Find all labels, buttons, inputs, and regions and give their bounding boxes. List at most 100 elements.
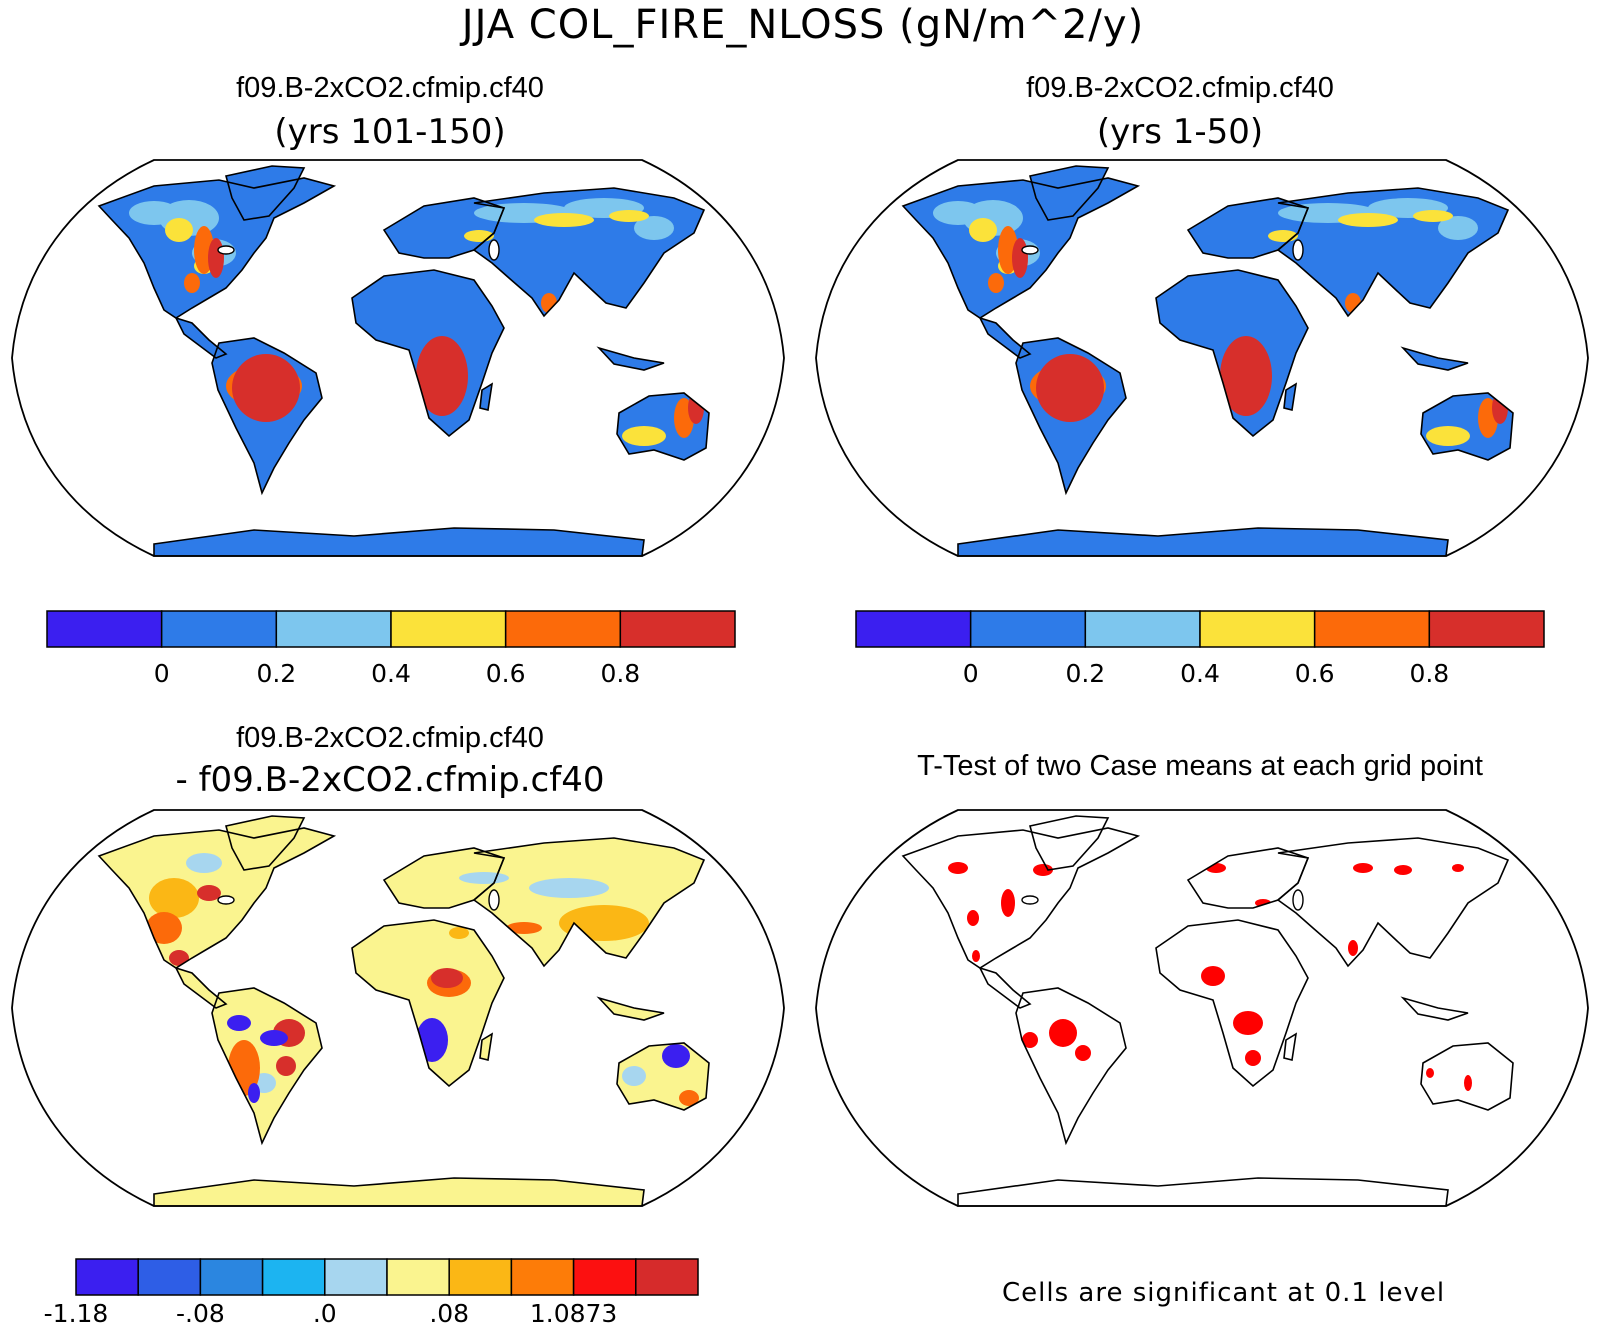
caspian-sea — [1292, 239, 1304, 261]
land-europe — [384, 848, 504, 908]
colorbar-box-0 — [46, 610, 163, 648]
coast-outline-greenland — [225, 815, 306, 871]
colorbar-label-1: 0.2 — [1065, 659, 1105, 688]
colorbar-label-0: -1.18 — [44, 1299, 109, 1327]
land-centralAmerica — [980, 318, 1030, 358]
map-frame — [11, 159, 785, 557]
coast-outline-asia — [1276, 187, 1510, 318]
colorbar-difference: -1.18 -.08 .0 .08 1.0873 — [44, 1258, 699, 1327]
colorbar-box-0 — [75, 1258, 139, 1296]
colorbar-label-3: 0.6 — [1295, 659, 1335, 688]
colorbar-box-0 — [855, 610, 972, 648]
coast-outline-greenland — [1029, 165, 1110, 221]
coast-outline-madagascar — [1283, 1032, 1298, 1061]
signif-cell-1 — [967, 910, 979, 926]
signif-cell-5 — [1049, 1019, 1077, 1047]
diff-gold-0 — [149, 878, 199, 918]
land-centralAmerica — [980, 968, 1030, 1008]
land-antarctica — [154, 528, 644, 556]
coast-outline-southAmerica — [211, 337, 323, 496]
land-indonesia — [599, 348, 664, 370]
colorbar-box-2 — [199, 1258, 264, 1296]
land-antarctica — [958, 1178, 1448, 1206]
great-lakes — [217, 895, 235, 905]
colorbar-label-2: 0.4 — [1180, 659, 1220, 688]
land-europe — [1188, 848, 1308, 908]
map-frame — [815, 809, 1589, 1207]
signif-cell-8 — [1201, 966, 1225, 986]
land-centralAmerica — [176, 968, 226, 1008]
colorbar-box-1 — [969, 610, 1087, 648]
panel-title-top-left: f09.B-2xCO2.cfmip.cf40 — [236, 72, 544, 104]
diff-blue-4 — [248, 1083, 260, 1103]
coast-outline-northAmerica — [901, 177, 1141, 319]
land-greenland — [226, 816, 304, 870]
panel-title-bottom-right: T-Test of two Case means at each grid po… — [917, 750, 1483, 782]
colorbar-label-4: 1.0873 — [530, 1299, 617, 1327]
signif-cell-14 — [1394, 865, 1412, 875]
colorbar-box-7 — [510, 1258, 575, 1296]
map-bottom-left — [11, 809, 785, 1207]
colorbar-box-3 — [261, 1258, 326, 1296]
land-indonesia — [599, 998, 664, 1020]
great-lakes — [1021, 895, 1039, 905]
field-red-2 — [1012, 238, 1028, 278]
diff-orange-0 — [146, 912, 182, 944]
map-top-left — [11, 159, 785, 557]
panel-subtitle-top-left: (yrs 101-150) — [274, 112, 506, 152]
signif-cell-9 — [1233, 1011, 1263, 1035]
field-yellow-5 — [622, 426, 666, 446]
field-orange-1 — [988, 273, 1004, 293]
significance-footnote: Cells are significant at 0.1 level — [1002, 1278, 1446, 1308]
signif-cell-2 — [1001, 889, 1015, 917]
coast-outline-centralAmerica — [174, 316, 228, 359]
colorbar-label-1: 0.2 — [256, 659, 296, 688]
colorbar-box-1 — [137, 1258, 202, 1296]
field-yellow-5 — [1426, 426, 1470, 446]
coast-outline-asia — [472, 837, 706, 968]
land-layer — [903, 816, 1513, 1206]
colorbar-box-2 — [275, 610, 392, 648]
diff-light-blue-4 — [622, 1066, 646, 1086]
map-frame — [815, 159, 1589, 557]
coast-outline-australia — [1420, 392, 1514, 461]
land-greenland — [226, 166, 304, 220]
colorbar-box-4 — [324, 1258, 388, 1296]
field-layer — [129, 198, 704, 446]
field-red-2 — [208, 238, 224, 278]
field-mid-4 — [1438, 216, 1478, 240]
map-bottom-right — [815, 809, 1589, 1207]
coast-outline-indonesia — [596, 346, 665, 371]
field-red-0 — [232, 354, 300, 422]
land-indonesia — [1403, 998, 1468, 1020]
field-mid-5 — [129, 201, 179, 225]
colorbar-box-4 — [1313, 610, 1431, 648]
coast-outline-centralAmerica — [978, 966, 1032, 1009]
colorbar-box-4 — [504, 610, 622, 648]
field-orange-1 — [184, 273, 200, 293]
coast-outline-africa — [1155, 269, 1309, 438]
panel-title-bottom-left: f09.B-2xCO2.cfmip.cf40 — [236, 722, 544, 754]
coast-outline-southAmerica — [1015, 337, 1127, 496]
coast-outline-greenland — [225, 165, 306, 221]
coast-outline-indonesia — [596, 996, 665, 1021]
coast-outline-madagascar — [1283, 382, 1298, 411]
coast-outline-northAmerica — [97, 177, 337, 319]
signif-cell-16 — [1348, 940, 1358, 956]
coast-outline-asia — [472, 187, 706, 318]
coast-outline-asia — [1276, 837, 1510, 968]
land-antarctica — [154, 1178, 644, 1206]
land-asia — [474, 838, 704, 966]
diff-red-3 — [169, 950, 189, 966]
colorbar-box-5 — [386, 1258, 450, 1296]
land-centralAmerica — [176, 318, 226, 358]
coast-outline-africa — [1155, 919, 1309, 1088]
panel-title-top-right: f09.B-2xCO2.cfmip.cf40 — [1026, 72, 1334, 104]
field-red-1 — [416, 336, 468, 416]
colorbar-box-3 — [1199, 610, 1316, 648]
coast-outline-africa — [351, 269, 505, 438]
colorbar-label-2: .0 — [313, 1299, 337, 1327]
signif-cell-10 — [1245, 1050, 1261, 1066]
signif-cell-4 — [972, 950, 980, 962]
main-title: JJA COL_FIRE_NLOSS (gN/m^2/y) — [461, 2, 1145, 48]
